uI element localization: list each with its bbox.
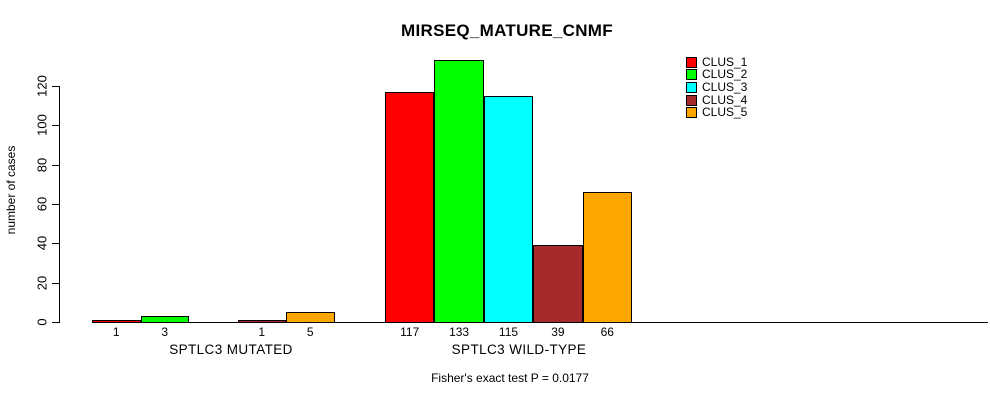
y-axis-line [59,86,60,323]
legend-label: CLUS_3 [702,79,748,94]
legend-label: CLUS_2 [702,67,748,82]
bar-value-label: 117 [400,325,420,339]
y-axis-tick [52,125,59,127]
bar-value-label: 3 [161,325,169,339]
y-axis-tick [52,322,59,323]
bar-value-label: 1 [258,325,266,339]
fisher-test-annotation: Fisher's exact test P = 0.0177 [431,371,589,385]
y-axis-tick-label: 80 [34,157,50,172]
y-axis-tick-label: 0 [34,318,50,326]
y-axis-label: number of cases [4,145,18,235]
bar-value-label: 39 [551,325,565,339]
bar-value-label: 115 [498,325,519,339]
bar-value-label: 1 [112,325,120,339]
bar-value-label: 66 [600,325,614,339]
y-axis-tick [52,243,59,245]
legend-item-clus-2: CLUS_2 [686,67,748,82]
legend-swatch-clus-1 [686,56,697,68]
y-axis-tick [52,164,59,166]
legend-swatch-clus-3 [686,81,697,93]
chart-title: MIRSEQ_MATURE_CNMF [401,21,613,40]
bar-clus-1-sptlc3-mutated [92,320,141,323]
y-axis-tick-label: 20 [34,275,50,290]
legend-item-clus-4: CLUS_4 [686,94,747,107]
bar-clus-2-sptlc3-mutated [140,316,189,323]
legend-swatch-clus-4 [686,94,697,106]
group-label-mutated: SPTLC3 MUTATED [169,342,293,357]
bar-clus-5-sptlc3-mutated [286,312,335,323]
y-axis-tick-label: 40 [34,236,50,251]
legend-label: CLUS_4 [702,92,748,107]
bar-clus-4-sptlc3-mutated [237,320,286,323]
bar-clus-3-sptlc3-wild-type [483,96,534,323]
bar-clus-1-sptlc3-wild-type [385,92,435,323]
legend-label: CLUS_5 [702,105,748,120]
y-axis-tick-label: 100 [34,114,50,137]
legend-label: CLUS_1 [702,54,748,69]
bar-value-label: 5 [306,325,314,339]
bar-value-label: 133 [449,325,470,339]
legend-item-clus-5: CLUS_5 [686,106,747,119]
y-axis-tick-label: 60 [34,196,50,212]
legend-swatch-clus-5 [686,107,697,119]
legend: CLUS_1 CLUS_2 CLUS_3 CLUS_4 CLUS_5 [686,56,747,119]
legend-swatch-clus-2 [686,69,697,81]
y-axis-tick [52,282,59,284]
legend-item-clus-3: CLUS_3 [686,81,747,94]
group-label-wild-type: SPTLC3 WILD-TYPE [451,342,587,357]
bar-clus-5-sptlc3-wild-type [582,192,632,323]
y-axis-tick-label: 120 [34,75,50,97]
bar-clus-2-sptlc3-wild-type [434,60,484,323]
y-axis-tick [52,86,59,87]
legend-item-clus-1: CLUS_1 [686,56,747,69]
y-axis-tick [52,204,59,205]
bar-clus-4-sptlc3-wild-type [533,245,583,323]
